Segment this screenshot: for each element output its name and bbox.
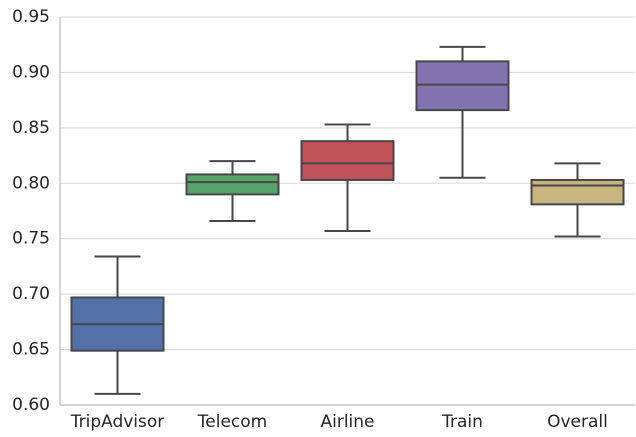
box-telecom <box>185 160 280 222</box>
boxes <box>70 45 625 395</box>
box-tripadvisor <box>70 255 165 395</box>
x-tick-label: Train <box>441 412 483 432</box>
axes <box>59 17 635 406</box>
y-tick-label: 0.80 <box>12 173 50 193</box>
iqr-box <box>530 178 625 206</box>
iqr-box <box>185 173 280 196</box>
y-tick-label: 0.70 <box>12 284 50 304</box>
y-tick-label: 0.65 <box>12 340 50 360</box>
y-tick-label: 0.60 <box>12 395 50 415</box>
y-tick-label: 0.90 <box>12 62 50 82</box>
y-tick-labels: 0.60 0.65 0.70 0.75 0.80 0.85 0.90 0.95 <box>12 7 50 415</box>
box-airline <box>300 123 395 232</box>
box-train <box>415 45 510 179</box>
x-tick-label: Overall <box>547 412 608 432</box>
y-tick-label: 0.75 <box>12 229 50 249</box>
x-tick-label: TripAdvisor <box>70 412 165 432</box>
x-tick-label: Telecom <box>197 412 267 432</box>
y-tick-label: 0.85 <box>12 118 50 138</box>
iqr-box <box>415 60 510 112</box>
x-tick-labels: TripAdvisor Telecom Airline Train Overall <box>70 412 608 432</box>
iqr-box <box>300 140 395 181</box>
x-tick-label: Airline <box>320 412 374 432</box>
y-tick-label: 0.95 <box>12 7 50 27</box>
box-overall <box>530 162 625 238</box>
